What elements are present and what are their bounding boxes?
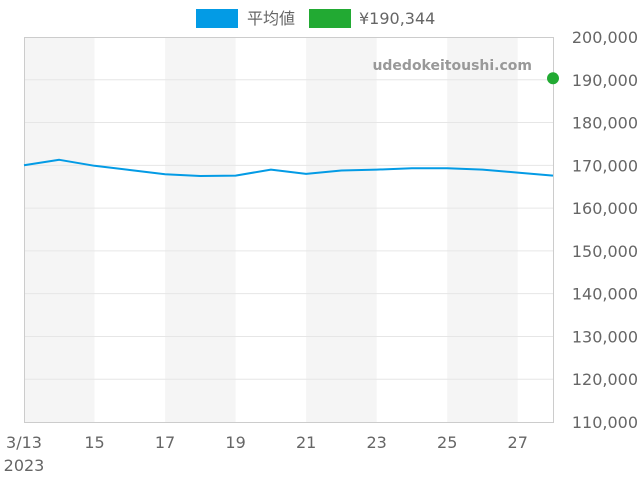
average-price-point <box>304 172 308 176</box>
average-price-line <box>23 158 554 177</box>
average-price-point <box>269 168 273 172</box>
average-price-point <box>22 163 26 167</box>
date-bands <box>24 37 518 422</box>
y-tick-label: 190,000 <box>572 71 638 90</box>
date-band <box>165 37 236 422</box>
y-axis: 110,000 120,000 130,000 140,000 150,000 160,0… <box>572 28 638 432</box>
average-price-point <box>551 174 555 178</box>
average-price-point <box>410 166 414 170</box>
x-tick-label: 15 <box>84 433 104 452</box>
y-tick-label: 120,000 <box>572 370 638 389</box>
x-tick-label: 17 <box>155 433 175 452</box>
x-tick-year: 2023 <box>4 456 45 475</box>
average-price-point <box>163 172 167 176</box>
average-price-point <box>198 174 202 178</box>
x-tick-label: 3/13 <box>6 433 42 452</box>
average-price-point <box>339 168 343 172</box>
y-tick-label: 200,000 <box>572 28 638 47</box>
legend-label[interactable]: 平均値 <box>247 9 295 28</box>
legend-label[interactable]: ¥190,344 <box>359 9 435 28</box>
y-tick-label: 140,000 <box>572 285 638 304</box>
average-price-point <box>375 168 379 172</box>
y-tick-label: 170,000 <box>572 156 638 175</box>
x-axis: 3/13 15 17 19 21 23 25 27 2023 <box>4 433 528 475</box>
y-tick-label: 110,000 <box>572 413 638 432</box>
series-layer <box>22 72 559 178</box>
date-band <box>306 37 377 422</box>
plot-frame <box>24 37 554 423</box>
current-price-point <box>547 72 559 85</box>
x-tick-label: 25 <box>437 433 457 452</box>
date-band <box>447 37 518 422</box>
y-tick-label: 180,000 <box>572 114 638 133</box>
average-price-point <box>128 168 132 172</box>
average-price-point <box>93 164 97 168</box>
y-tick-label: 130,000 <box>572 327 638 346</box>
y-tick-label: 160,000 <box>572 199 638 218</box>
x-tick-label: 21 <box>296 433 316 452</box>
x-tick-label: 19 <box>225 433 245 452</box>
legend-swatch[interactable] <box>309 9 351 28</box>
legend[interactable]: 平均値 ¥190,344 <box>196 9 435 28</box>
average-price-point <box>234 174 238 178</box>
x-tick-label: 23 <box>366 433 386 452</box>
y-tick-label: 150,000 <box>572 242 638 261</box>
average-price-point <box>516 171 520 175</box>
average-price-point <box>445 166 449 170</box>
x-tick-label: 27 <box>508 433 528 452</box>
average-price-point <box>480 168 484 172</box>
watermark: udedokeitoushi.com <box>372 58 532 74</box>
date-band <box>24 37 95 422</box>
legend-swatch[interactable] <box>196 9 238 28</box>
average-price-point <box>57 158 61 162</box>
gridlines <box>24 79 553 380</box>
